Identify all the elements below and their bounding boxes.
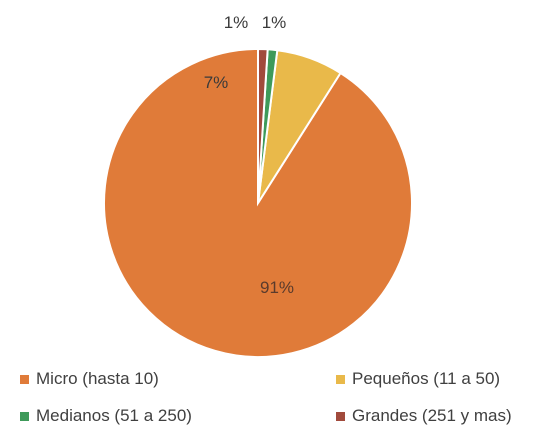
data-label-micro: 91% [260, 278, 294, 297]
data-label-medianos: 1% [224, 13, 249, 32]
data-label-grandes: 1% [262, 13, 287, 32]
pie-slice-grandes [257, 47, 269, 204]
data-label-pequenos: 7% [204, 73, 229, 92]
